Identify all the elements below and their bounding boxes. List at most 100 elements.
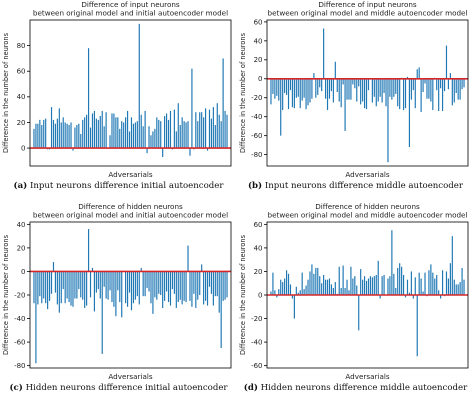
chart-b-bar — [330, 78, 333, 92]
chart-b-bar — [284, 78, 286, 93]
chart-d-bar — [381, 276, 383, 295]
chart-c-bar — [126, 271, 129, 307]
chart-b-bar — [410, 78, 412, 100]
chart-d-bar — [301, 272, 303, 295]
caption-c-text: Hidden neurons difference initial autoen… — [25, 383, 228, 393]
chart-c-bar — [66, 271, 68, 299]
chart-c-bar — [193, 271, 195, 294]
chart-c-bar — [76, 271, 78, 299]
chart-c-bar — [37, 271, 39, 305]
chart-b-bar — [418, 67, 420, 79]
chart-b-ytick-label: 60 — [254, 18, 263, 26]
chart-b-bar — [311, 78, 313, 99]
chart-c-bar — [136, 271, 138, 297]
chart-a-bar — [160, 121, 162, 149]
chart-c-bar — [99, 271, 101, 299]
chart-b-bar — [375, 78, 377, 107]
chart-c-frame — [29, 221, 232, 369]
chart-b-bar — [367, 78, 370, 91]
chart-a-bar — [78, 123, 80, 149]
chart-a-bar — [216, 103, 218, 149]
chart-a-bar — [203, 117, 205, 149]
chart-c-bar — [80, 271, 82, 298]
chart-c-bar — [117, 271, 119, 291]
chart-b-bar — [436, 78, 438, 91]
chart-d-bar — [321, 283, 323, 295]
chart-b-bar — [463, 78, 465, 88]
caption-c-letter: (c) — [9, 383, 23, 393]
chart-c-bar — [197, 271, 199, 300]
chart-c-bar — [181, 271, 183, 305]
chart-d-bar — [371, 277, 373, 295]
chart-a-bar — [152, 131, 154, 149]
chart-d-bar — [342, 265, 344, 295]
chart-d-bar — [391, 230, 393, 295]
chart-b-bar — [358, 78, 360, 87]
chart-a-bar — [66, 123, 68, 149]
chart-b-bar — [449, 73, 451, 79]
chart-a-bar — [99, 116, 101, 149]
chart-b-bar — [397, 78, 399, 107]
chart-d-bar — [350, 266, 352, 295]
chart-d-bar — [404, 295, 407, 298]
chart-d-bar — [278, 289, 280, 295]
chart-b-ytick-label: 20 — [254, 56, 263, 64]
chart-d-bar — [399, 263, 401, 295]
chart-b-bar — [447, 78, 450, 90]
chart-c-bar — [206, 271, 209, 306]
chart-c-bar — [189, 271, 191, 301]
chart-d-bar — [285, 270, 288, 295]
chart-a-bar — [210, 118, 213, 149]
chart-b-bar — [393, 78, 395, 97]
chart-d-bar — [453, 279, 455, 295]
chart-c-bar — [50, 271, 53, 294]
chart-d-bar — [432, 272, 434, 295]
chart-b-bar — [365, 78, 368, 110]
chart-c-bar — [142, 271, 144, 297]
chart-b-bar — [334, 61, 336, 79]
chart-d-bar — [313, 273, 315, 295]
chart-c-bar — [150, 271, 152, 304]
chart-a-bar — [158, 119, 160, 149]
chart-c-bar — [74, 271, 76, 299]
chart-b-bar — [287, 78, 290, 110]
chart-b-bar — [406, 76, 409, 79]
chart-b-xlabel: Adversarials — [345, 170, 389, 179]
caption-a-text: Input neurons difference initial autoenc… — [29, 181, 224, 191]
chart-a-bar — [60, 122, 62, 149]
chart-b-bar — [342, 78, 344, 85]
chart-d-bar — [272, 272, 274, 295]
chart-d-title-line-0: Difference of hidden neurons — [315, 202, 420, 211]
chart-a-bar — [41, 125, 43, 149]
chart-a-bar — [80, 133, 82, 149]
chart-b-bar — [346, 78, 348, 100]
chart-d-bar — [360, 269, 362, 295]
chart-d-bar — [326, 279, 329, 295]
chart-b-bar — [408, 78, 411, 148]
chart-c-bar — [33, 271, 35, 304]
chart-d-bar — [311, 264, 313, 295]
chart-c-bar — [93, 271, 96, 312]
chart-b-title-line-0: Difference of input neurons — [318, 0, 417, 9]
chart-b-bar — [461, 78, 463, 90]
chart-d-bar — [451, 236, 453, 295]
chart-c-bar — [54, 271, 57, 293]
chart-b-bar — [428, 78, 430, 99]
chart-c-bar — [169, 271, 172, 306]
chart-d-ytick-label: -20 — [251, 315, 262, 323]
chart-c-bar — [58, 271, 60, 313]
chart-c-bar — [199, 271, 201, 295]
chart-b-bar — [363, 78, 366, 109]
chart-c-bar — [171, 271, 174, 290]
chart-b-bar — [377, 78, 379, 102]
chart-a-ytick-label: 0 — [21, 144, 25, 152]
chart-c-bar — [146, 271, 148, 288]
chart-a-bar — [218, 114, 220, 149]
chart-d-bar — [457, 284, 459, 295]
chart-a-bar — [173, 109, 175, 149]
chart-b-bar — [272, 78, 274, 94]
chart-a-bar — [134, 122, 136, 149]
caption-a-letter: (a) — [13, 181, 28, 191]
chart-a-bar — [169, 110, 172, 149]
